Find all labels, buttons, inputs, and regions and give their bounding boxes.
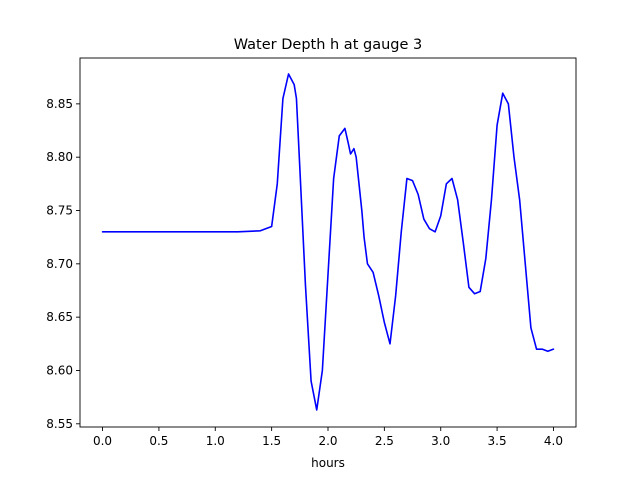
x-tick-label: 1.5 (262, 434, 281, 448)
y-tick-label: 8.80 (46, 150, 73, 164)
x-tick-label: 0.0 (93, 434, 112, 448)
y-tick-label: 8.55 (46, 417, 73, 431)
y-tick-label: 8.65 (46, 310, 73, 324)
x-tick-label: 0.5 (149, 434, 168, 448)
x-tick-label: 1.0 (206, 434, 225, 448)
axes: 0.0 0.5 1.0 1.5 2.0 2.5 3.0 3.5 4.0 8.55 8.60 8.65 8… (46, 57, 577, 448)
chart-title: Water Depth h at gauge 3 (234, 37, 422, 53)
y-tick-label: 8.75 (46, 204, 73, 218)
x-tick-label: 3.0 (431, 434, 450, 448)
x-tick-label: 4.0 (544, 434, 563, 448)
y-tick-label: 8.60 (46, 363, 73, 377)
x-tick-label: 2.0 (318, 434, 337, 448)
y-tick-label: 8.70 (46, 257, 73, 271)
y-tick-label: 8.85 (46, 97, 73, 111)
x-axis-label: hours (311, 456, 345, 470)
plot-area (101, 73, 555, 411)
x-tick-label: 3.5 (488, 434, 507, 448)
series-line-0 (101, 73, 555, 411)
x-tick-label: 2.5 (375, 434, 394, 448)
